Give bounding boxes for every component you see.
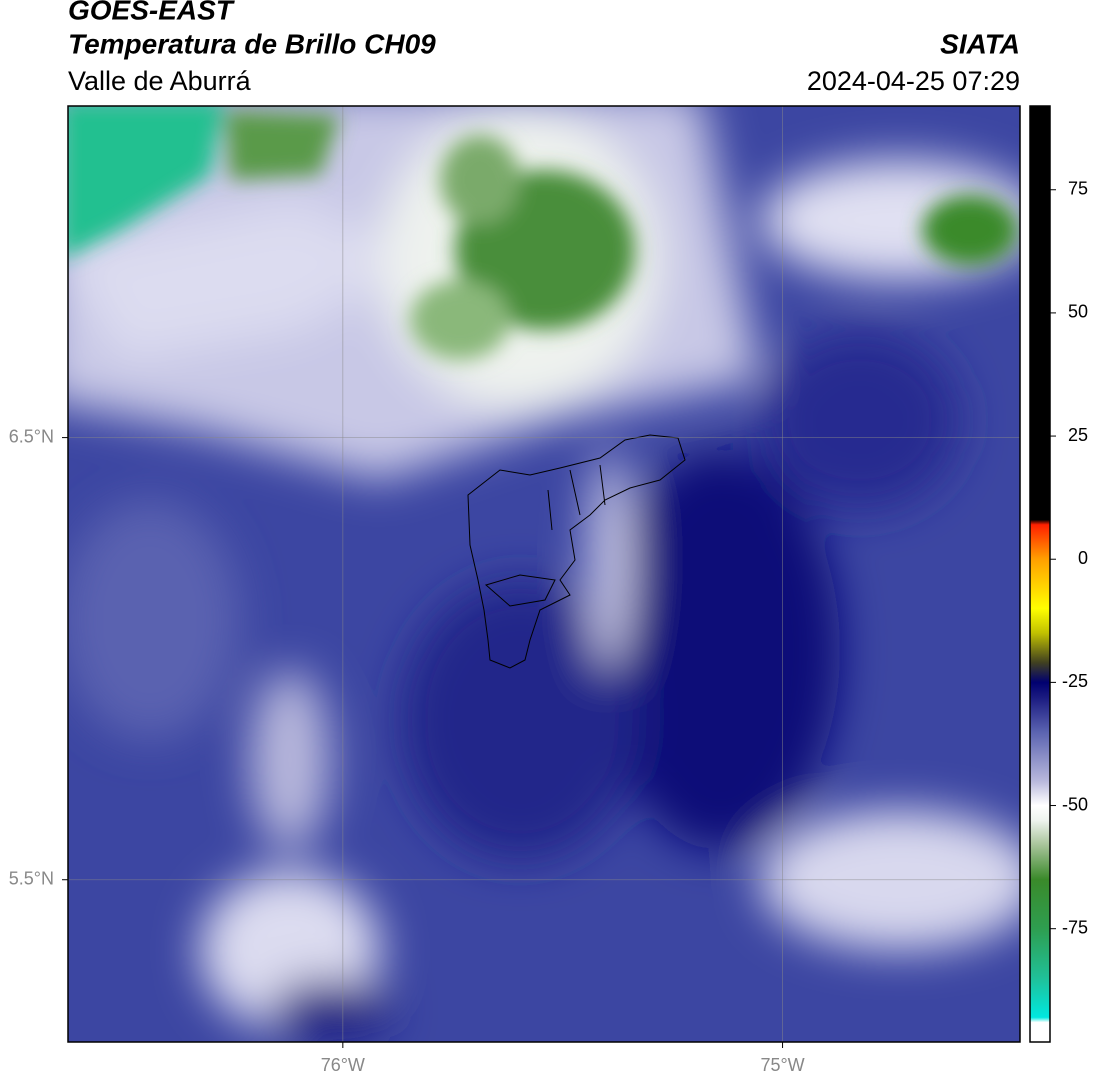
- colorbar-tick-label: 25: [1068, 425, 1088, 445]
- source: SIATA: [940, 28, 1020, 59]
- map-frame: [67, 105, 1021, 1043]
- x-tick-label: 75°W: [760, 1055, 804, 1075]
- colorbar-tick-label: -50: [1062, 794, 1088, 814]
- satellite-image: [68, 106, 1020, 1042]
- colorbar-tick-label: 75: [1068, 178, 1088, 198]
- colorbar: [1029, 105, 1051, 1043]
- datetime: 2024-04-25 07:29: [807, 66, 1020, 96]
- colorbar-tick-label: 50: [1068, 302, 1088, 322]
- x-tick-label: 76°W: [321, 1055, 365, 1075]
- title: GOES-EAST: [68, 0, 236, 25]
- colorbar-tick-label: 0: [1078, 548, 1088, 568]
- subtitle: Temperatura de Brillo CH09: [68, 28, 436, 59]
- y-tick-label: 5.5°N: [9, 868, 54, 888]
- region: Valle de Aburrá: [68, 66, 252, 96]
- colorbar-tick-label: -75: [1062, 917, 1088, 937]
- colorbar-tick-label: -25: [1062, 671, 1088, 691]
- y-tick-label: 6.5°N: [9, 426, 54, 446]
